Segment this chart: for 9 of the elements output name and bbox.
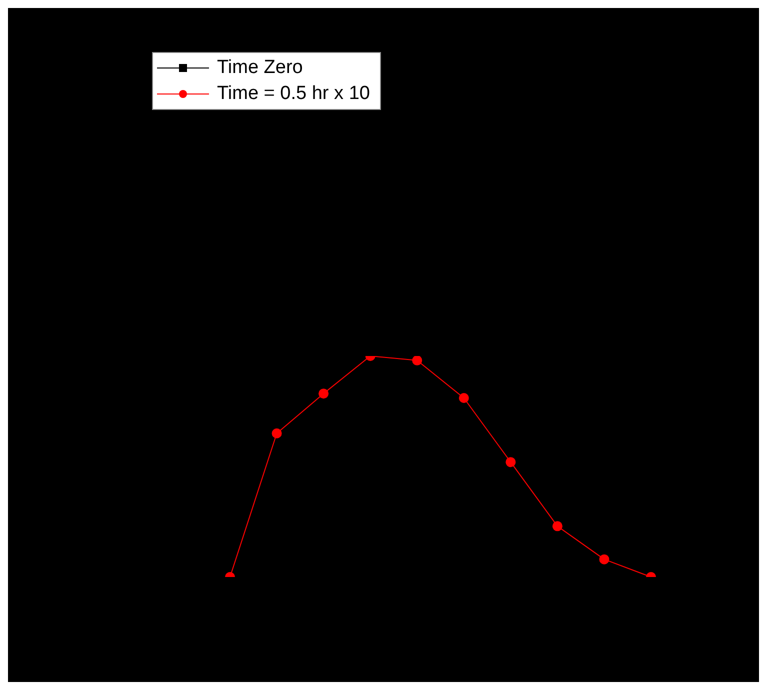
point [412,356,422,366]
point [458,392,469,403]
legend-label: Time Zero [217,57,303,79]
point [552,521,562,532]
point [506,457,516,468]
legend-label: Time = 0.5 hr x 10 [217,83,370,105]
point [599,554,610,564]
point [318,388,329,399]
point [272,428,282,438]
